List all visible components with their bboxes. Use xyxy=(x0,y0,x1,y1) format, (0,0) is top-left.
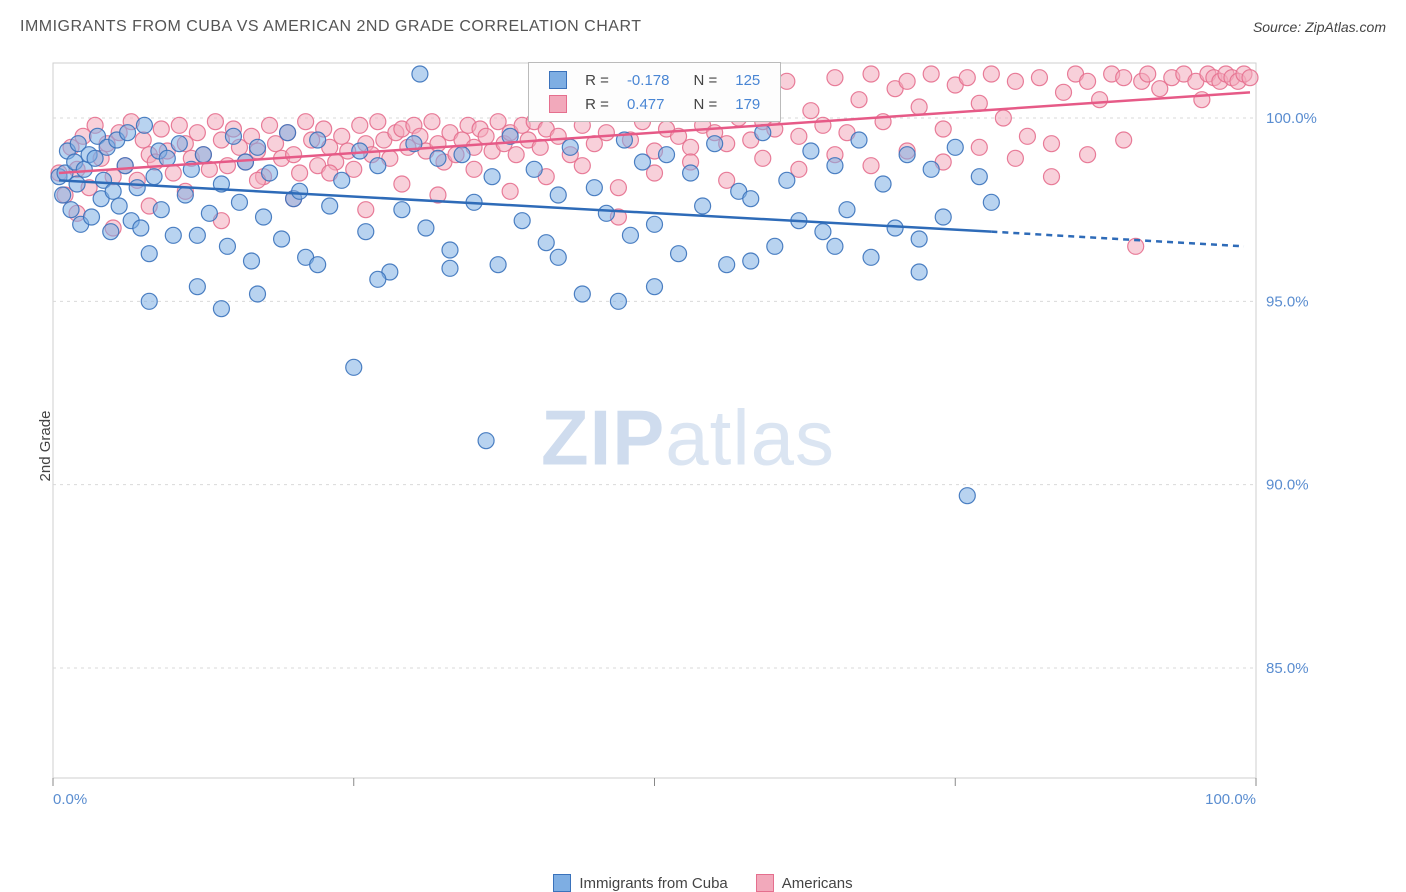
svg-text:100.0%: 100.0% xyxy=(1266,110,1317,127)
scatter-chart: 85.0% 90.0% 95.0% 100.0% 0.0% 100.0% xyxy=(48,58,1328,818)
stats-legend-box: R =-0.178N =125R =0.477N =179 xyxy=(528,62,781,122)
svg-text:100.0%: 100.0% xyxy=(1205,791,1256,808)
svg-text:90.0%: 90.0% xyxy=(1266,477,1309,494)
legend-item: Immigrants from Cuba xyxy=(553,874,727,892)
chart-area: 85.0%90.0%95.0%100.0%0.0%100.0% ZIPatlas… xyxy=(48,58,1328,818)
source-label: Source: ZipAtlas.com xyxy=(1253,19,1386,35)
legend-item: Americans xyxy=(756,874,853,892)
bottom-legend: Immigrants from Cuba Americans xyxy=(0,874,1406,892)
svg-text:95.0%: 95.0% xyxy=(1266,293,1309,310)
svg-text:0.0%: 0.0% xyxy=(53,791,87,808)
svg-text:85.0%: 85.0% xyxy=(1266,660,1309,677)
chart-title: IMMIGRANTS FROM CUBA VS AMERICAN 2ND GRA… xyxy=(20,18,641,36)
